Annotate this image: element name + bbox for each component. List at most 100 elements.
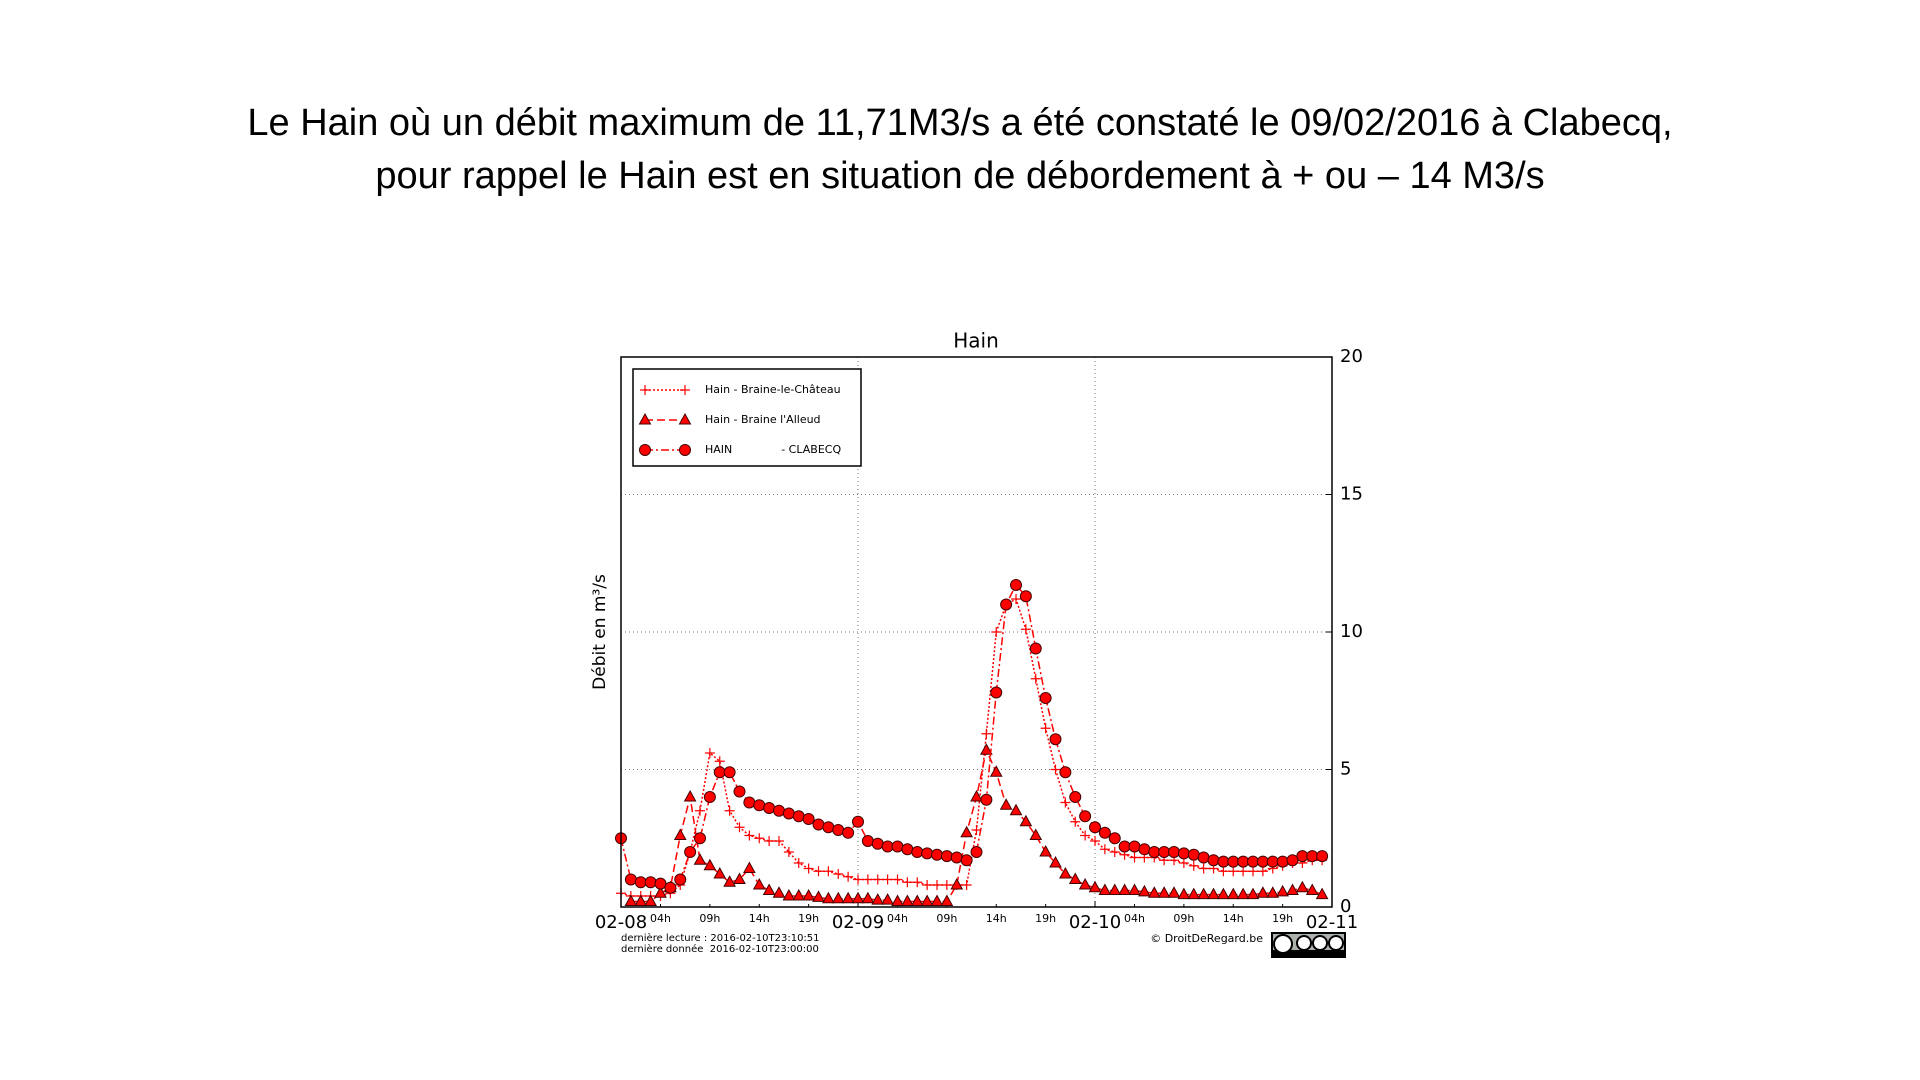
point xyxy=(802,813,815,825)
point xyxy=(654,877,667,890)
legend-label: Hain - Braine-le-Château xyxy=(705,383,841,396)
point xyxy=(1188,860,1199,871)
point xyxy=(1178,858,1189,868)
point xyxy=(1060,797,1071,808)
point xyxy=(841,891,855,904)
point xyxy=(634,894,648,906)
point xyxy=(634,876,647,889)
point xyxy=(693,853,707,865)
point xyxy=(842,826,855,839)
point xyxy=(940,850,953,863)
point xyxy=(1088,880,1102,893)
point xyxy=(1129,852,1140,863)
point xyxy=(822,821,835,834)
point xyxy=(831,891,845,904)
point xyxy=(803,863,814,874)
point xyxy=(1118,840,1131,853)
point xyxy=(1276,884,1289,897)
point xyxy=(723,875,736,887)
point xyxy=(1305,883,1319,895)
point xyxy=(861,835,874,847)
point xyxy=(822,891,835,904)
point xyxy=(930,894,944,906)
point xyxy=(891,894,904,906)
point xyxy=(931,848,943,861)
point xyxy=(624,873,637,886)
point xyxy=(882,874,893,885)
x-tick-label: 02-08 xyxy=(595,912,647,933)
point xyxy=(782,888,796,901)
x-tick-label: 14h xyxy=(986,912,1007,925)
point xyxy=(1108,832,1121,845)
point xyxy=(853,874,863,885)
point xyxy=(1089,821,1101,834)
point xyxy=(1168,846,1180,858)
point xyxy=(980,743,993,755)
point xyxy=(752,877,766,890)
point xyxy=(1040,723,1051,734)
legend-marker xyxy=(679,444,691,456)
point xyxy=(1049,733,1062,746)
plot-frame xyxy=(620,356,1333,908)
point xyxy=(921,847,934,860)
point xyxy=(823,866,834,877)
point xyxy=(1218,866,1229,877)
point xyxy=(1237,855,1250,868)
point xyxy=(1157,886,1171,898)
x-tick-label: 02-09 xyxy=(832,912,884,933)
point xyxy=(812,890,825,902)
point xyxy=(999,798,1013,810)
point xyxy=(1138,884,1151,897)
point xyxy=(981,728,992,739)
x-tick-label: 19h xyxy=(798,912,819,925)
point xyxy=(733,872,746,884)
point xyxy=(1011,594,1021,604)
point xyxy=(733,785,746,798)
point xyxy=(1187,848,1200,861)
point xyxy=(920,894,934,906)
x-tick-label: 02-11 xyxy=(1306,912,1358,933)
legend-marker xyxy=(638,412,652,425)
point xyxy=(1296,850,1309,863)
point xyxy=(1059,866,1072,879)
point xyxy=(1147,886,1161,898)
point xyxy=(703,858,717,871)
point xyxy=(1177,847,1190,860)
point xyxy=(763,802,776,814)
point xyxy=(1078,877,1092,890)
point xyxy=(852,815,864,828)
point xyxy=(1238,866,1249,877)
point xyxy=(1019,814,1033,827)
point xyxy=(1266,855,1279,868)
point xyxy=(902,877,913,888)
point xyxy=(1248,866,1258,877)
point xyxy=(1029,828,1043,840)
point xyxy=(1306,850,1319,863)
point xyxy=(912,877,923,888)
point xyxy=(1020,624,1031,635)
point xyxy=(812,818,825,831)
point xyxy=(1039,844,1052,857)
point xyxy=(970,789,983,802)
x-tick-label: 19h xyxy=(1035,912,1056,925)
x-tick-label: 04h xyxy=(650,912,671,925)
point xyxy=(624,894,638,906)
point xyxy=(1108,883,1122,895)
slide-title: Le Hain où un débit maximum de 11,71M3/s… xyxy=(247,102,1672,144)
point xyxy=(1276,855,1289,868)
point xyxy=(901,894,914,906)
point xyxy=(774,836,784,846)
point xyxy=(754,833,765,844)
point xyxy=(901,843,914,856)
point xyxy=(1256,855,1269,868)
legend-label: HAIN - CLABECQ xyxy=(705,443,841,456)
point xyxy=(1198,863,1209,874)
footer-note: dernière lecture : 2016-02-10T23:10:51 xyxy=(621,932,820,944)
point xyxy=(1059,766,1072,779)
point xyxy=(1090,836,1100,846)
point xyxy=(1197,851,1210,864)
point xyxy=(960,854,973,867)
point xyxy=(1080,830,1091,841)
point xyxy=(792,888,806,901)
point xyxy=(1029,642,1042,655)
